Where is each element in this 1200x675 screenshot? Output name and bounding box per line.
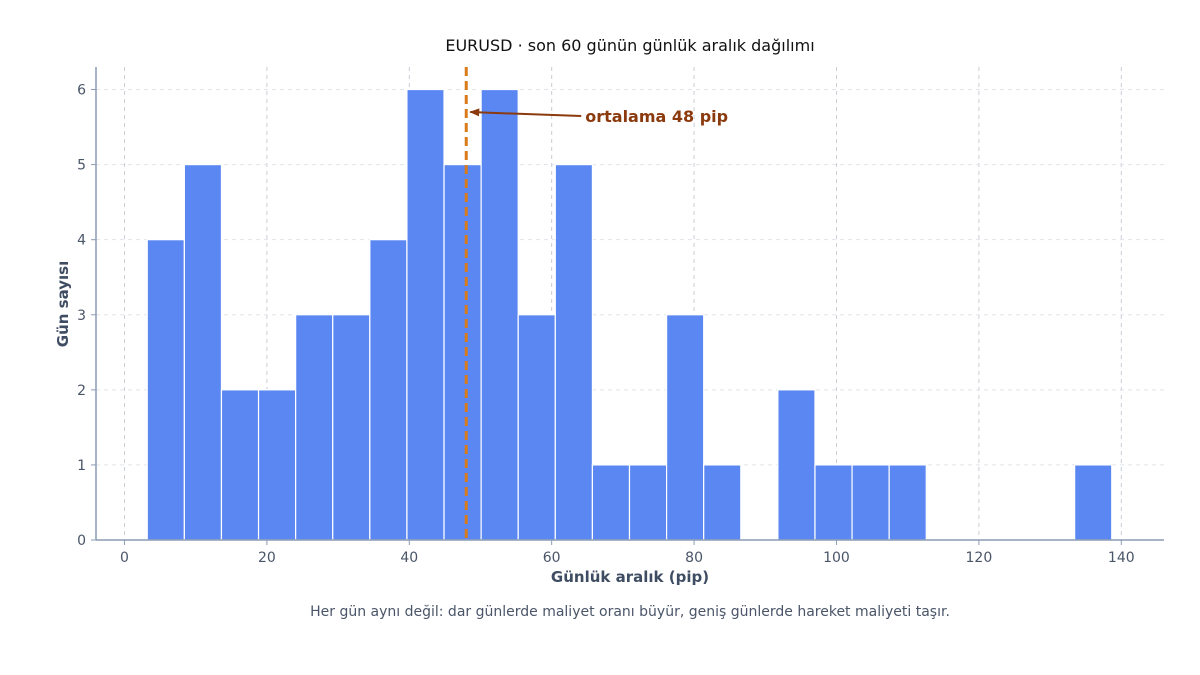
y-tick-label: 2: [77, 383, 86, 399]
x-tick-label: 120: [966, 550, 993, 566]
y-tick-label: 5: [77, 158, 86, 174]
histogram-bar: [888, 464, 927, 541]
histogram-bar: [480, 88, 519, 541]
tick-labels: 0 20 40 60 80 100 120 140 0 1 2 3 4 5 6: [77, 83, 1135, 566]
y-tick-label: 3: [77, 308, 86, 324]
y-axis-label: Gün sayısı: [54, 261, 72, 347]
histogram-bar: [183, 164, 223, 541]
histogram-bar: [851, 464, 890, 541]
histogram-bar: [591, 464, 631, 541]
chart-title: EURUSD · son 60 günün günlük aralık dağı…: [445, 36, 814, 55]
histogram-bar: [628, 464, 668, 541]
mean-marker: ortalama 48 pip: [464, 67, 728, 540]
histogram-bar: [332, 314, 371, 541]
histogram-bar: [257, 389, 297, 541]
histogram-bar: [146, 239, 185, 541]
y-tick-label: 0: [77, 533, 86, 549]
x-tick-label: 80: [685, 550, 703, 566]
histogram-bar: [517, 314, 556, 541]
mean-annotation: ortalama 48 pip: [585, 107, 728, 126]
histogram-bar: [554, 164, 594, 541]
x-tick-label: 40: [400, 550, 418, 566]
histogram-bar: [295, 314, 334, 541]
axes: [91, 67, 1164, 545]
histogram-bar: [406, 88, 445, 541]
x-tick-label: 0: [120, 550, 129, 566]
x-tick-label: 60: [543, 550, 561, 566]
histogram-bar: [814, 464, 853, 541]
histogram-bar: [665, 314, 705, 541]
histogram-bar: [369, 239, 408, 541]
histogram-bars: [146, 88, 1113, 541]
x-axis-label: Günlük aralık (pip): [551, 568, 709, 586]
x-tick-label: 100: [823, 550, 850, 566]
histogram-bar: [1074, 464, 1113, 541]
histogram-bar: [777, 389, 816, 541]
chart-caption: Her gün aynı değil: dar günlerde maliyet…: [310, 604, 950, 620]
y-tick-label: 1: [77, 458, 86, 474]
y-tick-label: 6: [77, 83, 86, 99]
mean-arrow: [469, 108, 582, 118]
x-tick-label: 140: [1108, 550, 1135, 566]
histogram-bar: [220, 389, 260, 541]
x-tick-label: 20: [258, 550, 276, 566]
histogram-bar: [443, 164, 482, 541]
y-tick-label: 4: [77, 233, 86, 249]
histogram-bar: [703, 464, 742, 541]
